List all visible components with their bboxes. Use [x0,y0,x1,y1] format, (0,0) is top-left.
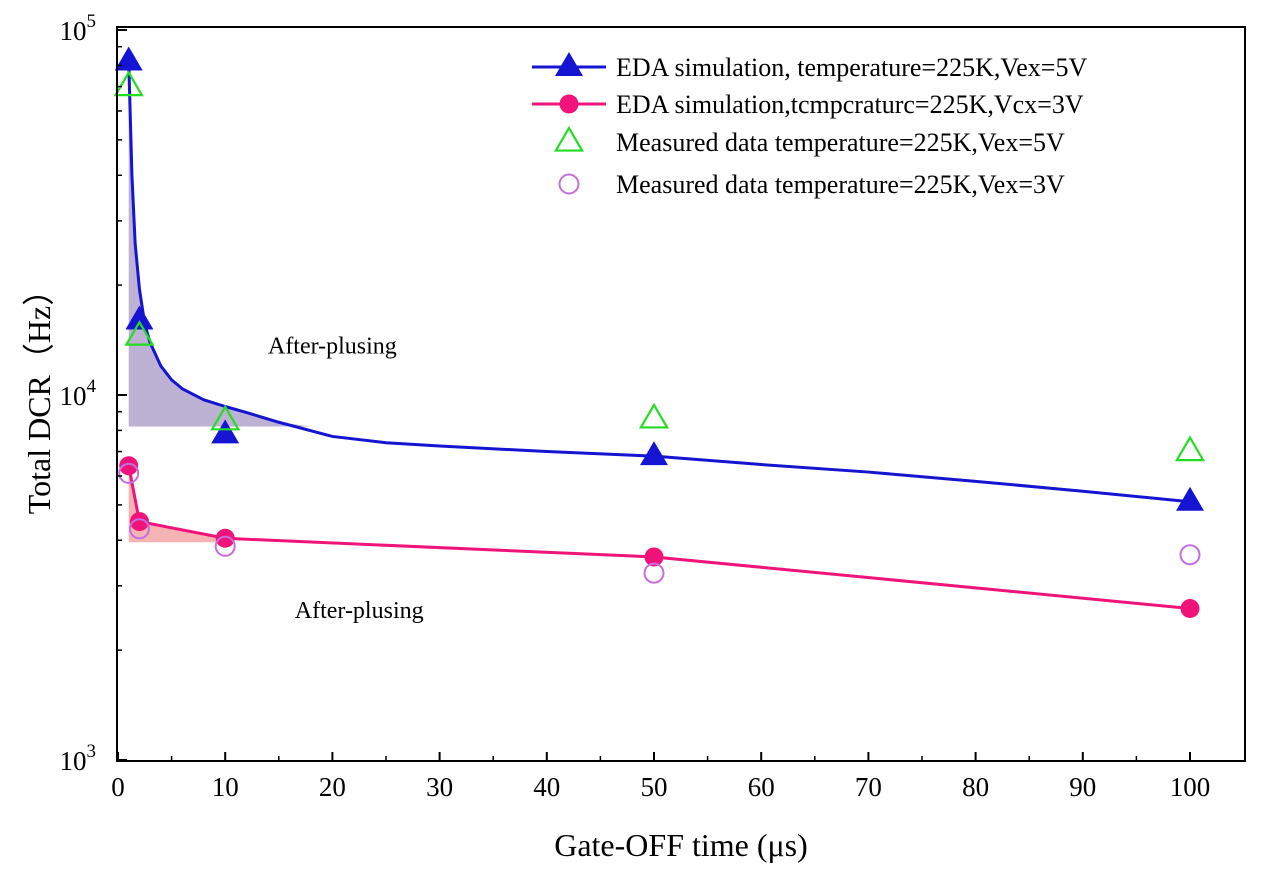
series-1-point-3 [211,419,240,444]
legend-label-3: Measured data temperature=225K,Vex=5V [616,128,1065,157]
series-4-point-2 [128,518,150,540]
series-1-point-1 [114,46,143,71]
legend-marker-4 [558,173,580,195]
series-3-point-3 [210,404,241,431]
series-3-point-5 [1174,435,1206,462]
series-1-point-5 [1176,486,1204,511]
after-pulsing-5v-area [128,61,311,427]
series-4-point-3 [214,535,236,557]
series-1-point-2 [125,305,154,330]
series-2-point-3 [215,528,235,548]
y-axis-title: Total DCR（Hz） [21,274,57,514]
x-axis-ticks: 0 10 20 30 40 50 60 70 80 90 100 [111,752,1210,802]
series-2-point-5 [1180,599,1200,619]
series-3-point-2 [124,319,155,346]
legend-marker-3 [553,125,585,152]
x-tick-label-20: 20 [319,772,346,802]
y-axis-ticks: 105 104 103 [60,11,127,776]
legend-label-2: EDA simulation,tcmpcraturc=225K,Vcx=3V [616,90,1084,119]
series-2-point-1 [119,456,139,476]
x-tick-label-100: 100 [1170,772,1211,802]
x-axis-title: Gate-OFF time (μs) [554,827,808,863]
series-4-point-4 [643,562,665,584]
x-tick-label-10: 10 [212,772,239,802]
series-4-point-1 [118,462,140,484]
y-tick-label-10000: 104 [60,376,97,411]
legend-marker-1 [555,52,583,77]
series-1-point-4 [640,441,668,466]
x-tick-label-60: 60 [748,772,775,802]
x-tick-label-40: 40 [533,772,560,802]
legend-label-1: EDA simulation, temperature=225K,Vex=5V [616,53,1087,82]
x-tick-label-80: 80 [962,772,989,802]
legend-marker-2 [559,94,579,114]
annotation-after-pulsing-1: After-plusing [268,333,397,359]
series-3-point-4 [638,402,670,429]
series-2-point-4 [644,547,664,567]
after-pulsing-3v-area [128,465,226,543]
series-markers [113,46,1206,619]
series-4-point-5 [1179,544,1201,566]
y-tick-label-1000: 103 [60,741,97,776]
annotation-after-pulsing-2: After-plusing [295,598,424,624]
series-3-point-1 [113,70,144,97]
annotations: After-plusing After-plusing [268,333,424,624]
x-tick-label-50: 50 [641,772,668,802]
x-tick-label-0: 0 [111,772,125,802]
shaded-regions [128,61,311,543]
x-tick-label-90: 90 [1069,772,1096,802]
series-2-point-2 [129,512,149,532]
x-tick-label-70: 70 [855,772,882,802]
x-tick-label-30: 30 [426,772,453,802]
y-tick-label-100000: 105 [60,11,97,46]
legend: EDA simulation, temperature=225K,Vex=5V E… [532,52,1087,199]
legend-label-4: Measured data temperature=225K,Vex=3V [616,170,1065,199]
